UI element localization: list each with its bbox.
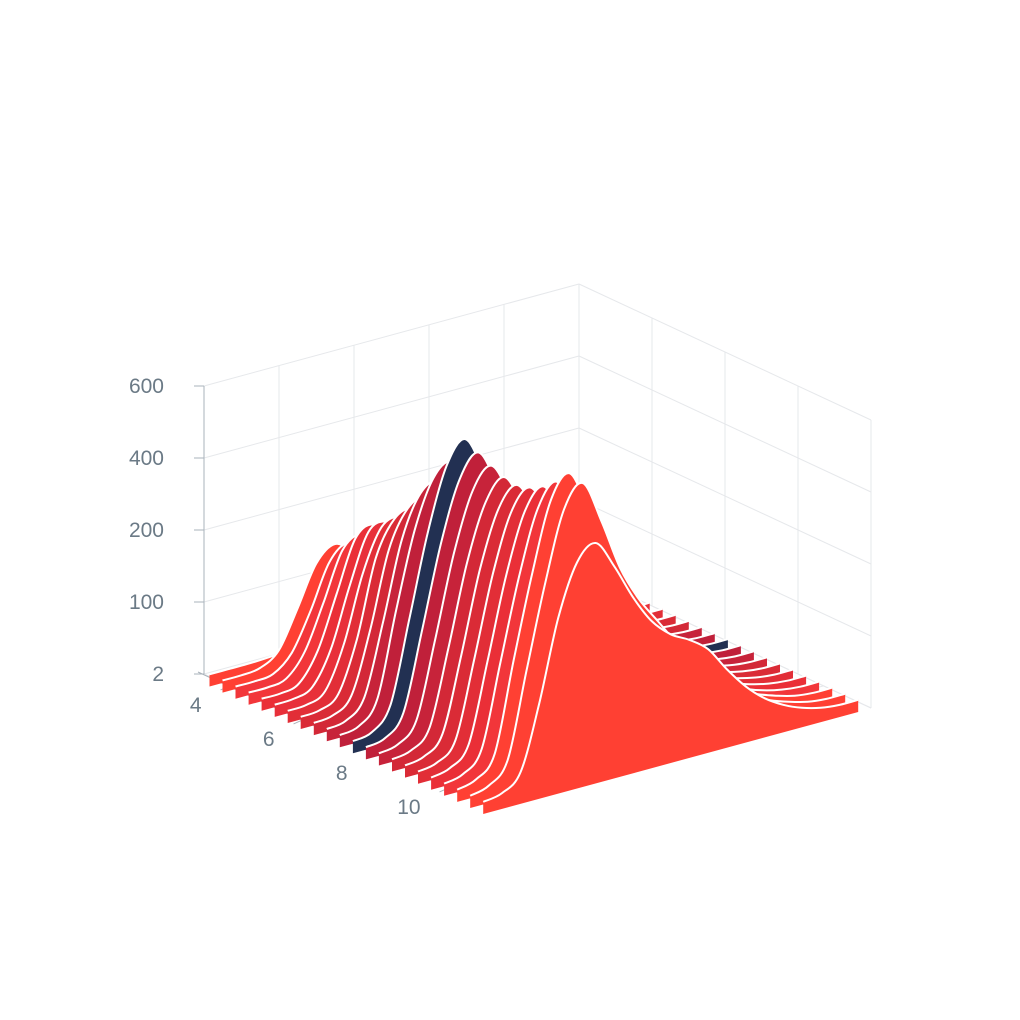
depth-tick-label: 8 xyxy=(336,762,348,785)
y-tick-label: 600 xyxy=(129,375,164,398)
ridge-crest-line xyxy=(482,541,859,803)
ridge-series xyxy=(482,541,859,814)
y-tick-label: 200 xyxy=(129,519,164,542)
back-wall-gridline-h xyxy=(203,427,580,531)
depth-tick-label: 6 xyxy=(263,728,275,751)
ridge-area xyxy=(483,542,859,814)
y-tick-label: 2 xyxy=(152,663,164,686)
y-tick-label: 100 xyxy=(129,591,164,614)
depth-tick-label: 10 xyxy=(397,796,420,819)
ridge-layer xyxy=(209,438,859,814)
back-wall-gridline-h xyxy=(203,355,580,459)
y-tick-label: 400 xyxy=(129,447,164,470)
back-wall-gridline-h xyxy=(203,283,580,387)
ridge-crest-line xyxy=(469,481,846,797)
label-layer: 2 100 200 400 600 4 6 8 10 xyxy=(129,375,421,819)
depth-tick-label: 4 xyxy=(190,694,202,717)
